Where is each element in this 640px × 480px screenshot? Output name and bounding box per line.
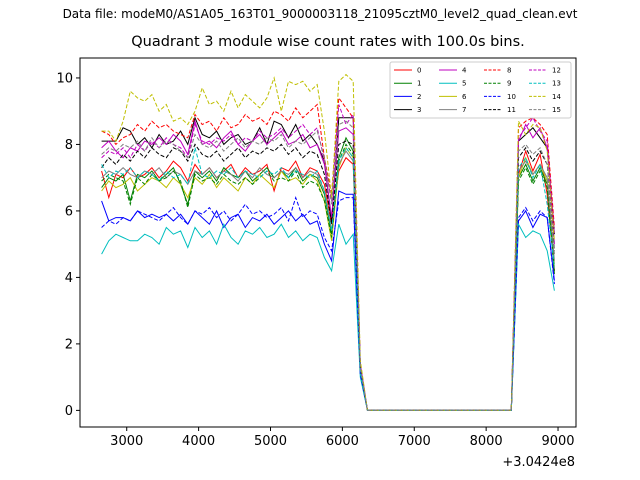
legend-label-5: 5: [462, 80, 466, 88]
plot-frame: [79, 57, 577, 428]
series-lines: [101, 73, 555, 411]
x-tick-label: 4000: [182, 434, 215, 449]
y-tick-label: 2: [65, 337, 73, 352]
legend-label-6: 6: [462, 93, 467, 101]
x-tick-label: 8000: [470, 434, 503, 449]
legend-label-7: 7: [462, 106, 466, 114]
legend-label-2: 2: [417, 93, 421, 101]
legend-label-1: 1: [417, 80, 421, 88]
legend-label-15: 15: [552, 106, 561, 114]
legend-label-9: 9: [507, 80, 511, 88]
legend-label-4: 4: [462, 67, 467, 75]
legend-label-3: 3: [417, 106, 421, 114]
y-tick-label: 0: [65, 404, 73, 419]
x-tick-label: 6000: [326, 434, 359, 449]
series-line-13: [101, 146, 555, 411]
x-offset-label: +3.0424e8: [502, 455, 575, 470]
axis-ticks: 3000 4000 5000 6000 7000 8000 9000 0 2 4 6 8 10: [56, 71, 574, 449]
axes-frame: [79, 57, 577, 428]
series-line-9: [101, 143, 555, 411]
y-tick-label: 6: [65, 204, 73, 219]
series-line-2: [101, 190, 555, 411]
legend-label-13: 13: [552, 80, 561, 88]
series-line-12: [101, 104, 555, 411]
series-line-10: [101, 196, 555, 411]
legend-label-0: 0: [417, 67, 421, 75]
legend-label-12: 12: [552, 67, 561, 75]
legend-label-10: 10: [507, 93, 516, 101]
legend-label-11: 11: [507, 106, 516, 114]
legend-label-14: 14: [552, 93, 561, 101]
legend-box: [389, 61, 572, 119]
series-line-8: [101, 96, 555, 411]
series-line-14: [101, 73, 555, 411]
series-line-15: [101, 120, 555, 411]
plot-title: Quadrant 3 module wise count rates with …: [131, 34, 525, 50]
legend-label-8: 8: [507, 67, 511, 75]
y-tick-label: 10: [56, 71, 73, 86]
file-title: Data file: modeM0/AS1A05_163T01_90000031…: [62, 7, 578, 21]
y-tick-label: 8: [65, 138, 73, 153]
x-tick-label: 7000: [398, 434, 431, 449]
y-tick-label: 4: [65, 271, 73, 286]
x-tick-label: 3000: [110, 434, 143, 449]
x-tick-label: 9000: [541, 434, 574, 449]
x-tick-label: 5000: [254, 434, 287, 449]
